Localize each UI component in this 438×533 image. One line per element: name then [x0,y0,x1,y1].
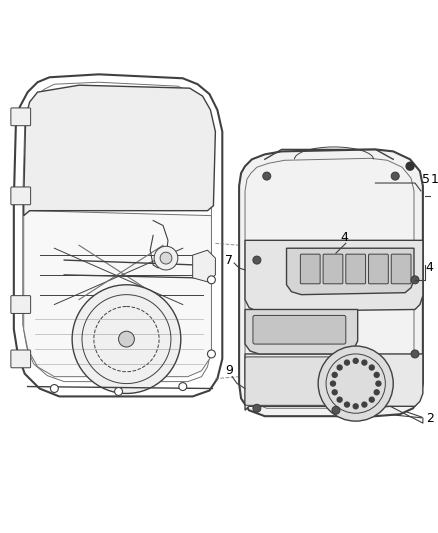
Circle shape [406,162,414,170]
FancyBboxPatch shape [368,254,389,284]
Text: 7: 7 [225,254,233,266]
Circle shape [376,381,381,386]
Circle shape [345,402,350,407]
Circle shape [160,252,172,264]
Polygon shape [245,354,423,410]
Circle shape [411,276,419,284]
Text: 2: 2 [426,411,434,425]
Circle shape [353,358,358,364]
Text: 1: 1 [431,173,438,185]
Circle shape [337,365,342,370]
Text: 5: 5 [422,173,430,185]
FancyBboxPatch shape [11,187,31,205]
Circle shape [362,360,367,365]
Circle shape [332,406,340,414]
Circle shape [369,365,374,370]
Circle shape [391,172,399,180]
Circle shape [411,350,419,358]
Circle shape [337,397,342,402]
Circle shape [353,404,358,409]
Polygon shape [245,310,358,354]
Circle shape [332,373,337,377]
Polygon shape [14,74,223,397]
FancyBboxPatch shape [346,254,366,284]
FancyBboxPatch shape [253,316,346,344]
FancyBboxPatch shape [11,108,31,126]
FancyBboxPatch shape [323,254,343,284]
Circle shape [362,402,367,407]
FancyBboxPatch shape [300,254,320,284]
Circle shape [369,397,374,402]
FancyBboxPatch shape [391,254,411,284]
Text: 4: 4 [426,262,434,274]
Circle shape [208,276,215,284]
Circle shape [263,172,271,180]
Circle shape [374,390,379,395]
Text: 9: 9 [225,364,233,377]
Circle shape [179,383,187,391]
FancyBboxPatch shape [11,350,31,368]
Text: 4: 4 [340,231,348,244]
Circle shape [345,360,350,365]
Polygon shape [239,149,423,416]
Circle shape [115,387,123,395]
Circle shape [332,390,337,395]
Circle shape [253,405,261,412]
Circle shape [318,346,393,421]
Circle shape [208,350,215,358]
FancyBboxPatch shape [11,296,31,313]
Circle shape [374,373,379,377]
Circle shape [119,331,134,347]
Circle shape [253,256,261,264]
Circle shape [72,285,181,393]
Polygon shape [245,240,423,311]
FancyBboxPatch shape [245,357,333,405]
Circle shape [331,381,336,386]
Polygon shape [286,248,414,295]
Polygon shape [193,250,215,282]
Polygon shape [24,85,215,216]
Polygon shape [24,211,212,377]
Circle shape [50,385,58,392]
Circle shape [154,246,178,270]
